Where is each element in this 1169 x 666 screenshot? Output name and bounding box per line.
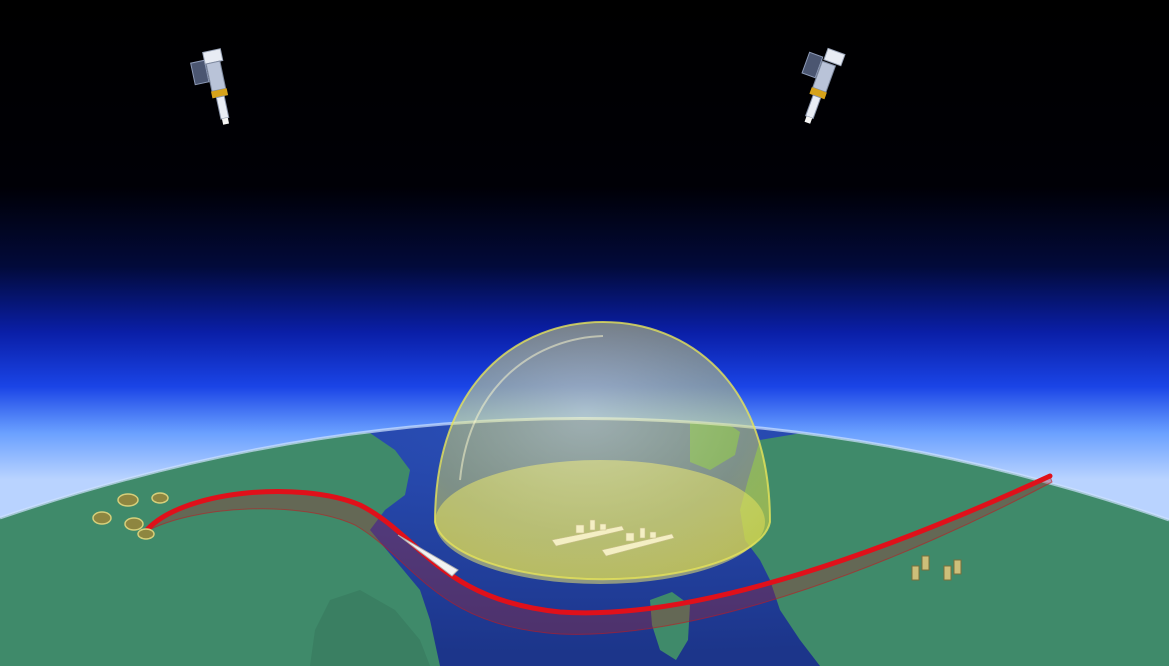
satellite-left — [190, 48, 230, 125]
interceptor-site-east — [911, 555, 962, 581]
launch-site-west — [92, 492, 169, 540]
warship-1 — [551, 519, 625, 547]
defense-dome — [433, 320, 772, 581]
satellite-right — [801, 47, 846, 124]
landmass-southwest — [310, 590, 430, 666]
warship-2 — [601, 527, 675, 557]
landmass-east — [740, 430, 1169, 666]
interceptor-missile — [397, 534, 459, 577]
missile-trajectory — [142, 473, 1053, 635]
